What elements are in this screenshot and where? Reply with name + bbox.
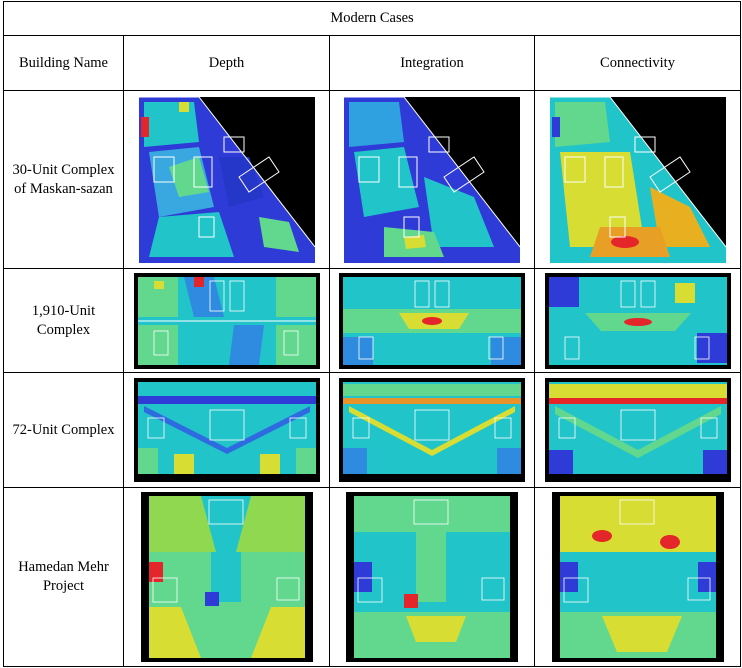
depth-map-image bbox=[133, 378, 320, 482]
table-row: 72-Unit Complex bbox=[3, 372, 741, 488]
depth-map-cell bbox=[123, 268, 330, 373]
table-title: Modern Cases bbox=[3, 1, 741, 36]
depth-map-cell bbox=[123, 487, 330, 667]
connectivity-map-image bbox=[544, 272, 731, 369]
table-row: Hamedan Mehr Project bbox=[3, 487, 741, 667]
integration-map-cell bbox=[329, 268, 535, 373]
connectivity-map-image bbox=[551, 492, 724, 662]
building-name: Hamedan Mehr Project bbox=[3, 487, 124, 667]
depth-map-cell bbox=[123, 90, 330, 269]
integration-map-image bbox=[344, 96, 520, 263]
header-integration: Integration bbox=[329, 35, 535, 91]
integration-map-cell bbox=[329, 90, 535, 269]
depth-map-cell bbox=[123, 372, 330, 488]
table-row: 30-Unit Complex of Maskan-sazan bbox=[3, 90, 741, 269]
header-building-name: Building Name bbox=[3, 35, 124, 91]
connectivity-map-image bbox=[549, 96, 726, 263]
depth-map-image bbox=[138, 96, 315, 263]
header-connectivity: Connectivity bbox=[534, 35, 741, 91]
building-name: 30-Unit Complex of Maskan-sazan bbox=[3, 90, 124, 269]
integration-map-cell bbox=[329, 372, 535, 488]
connectivity-map-cell bbox=[534, 90, 741, 269]
integration-map-image bbox=[339, 378, 525, 482]
depth-map-image bbox=[140, 492, 313, 662]
building-name: 1,910-Unit Complex bbox=[3, 268, 124, 373]
integration-map-image bbox=[339, 272, 525, 369]
building-name: 72-Unit Complex bbox=[3, 372, 124, 488]
connectivity-map-cell bbox=[534, 487, 741, 667]
integration-map-image bbox=[346, 492, 518, 662]
integration-map-cell bbox=[329, 487, 535, 667]
connectivity-map-image bbox=[544, 378, 731, 482]
depth-map-image bbox=[133, 272, 320, 369]
connectivity-map-cell bbox=[534, 268, 741, 373]
header-depth: Depth bbox=[123, 35, 330, 91]
connectivity-map-cell bbox=[534, 372, 741, 488]
table-row: 1,910-Unit Complex bbox=[3, 268, 741, 373]
modern-cases-table: Modern Cases Building Name Depth Integra… bbox=[3, 1, 741, 667]
